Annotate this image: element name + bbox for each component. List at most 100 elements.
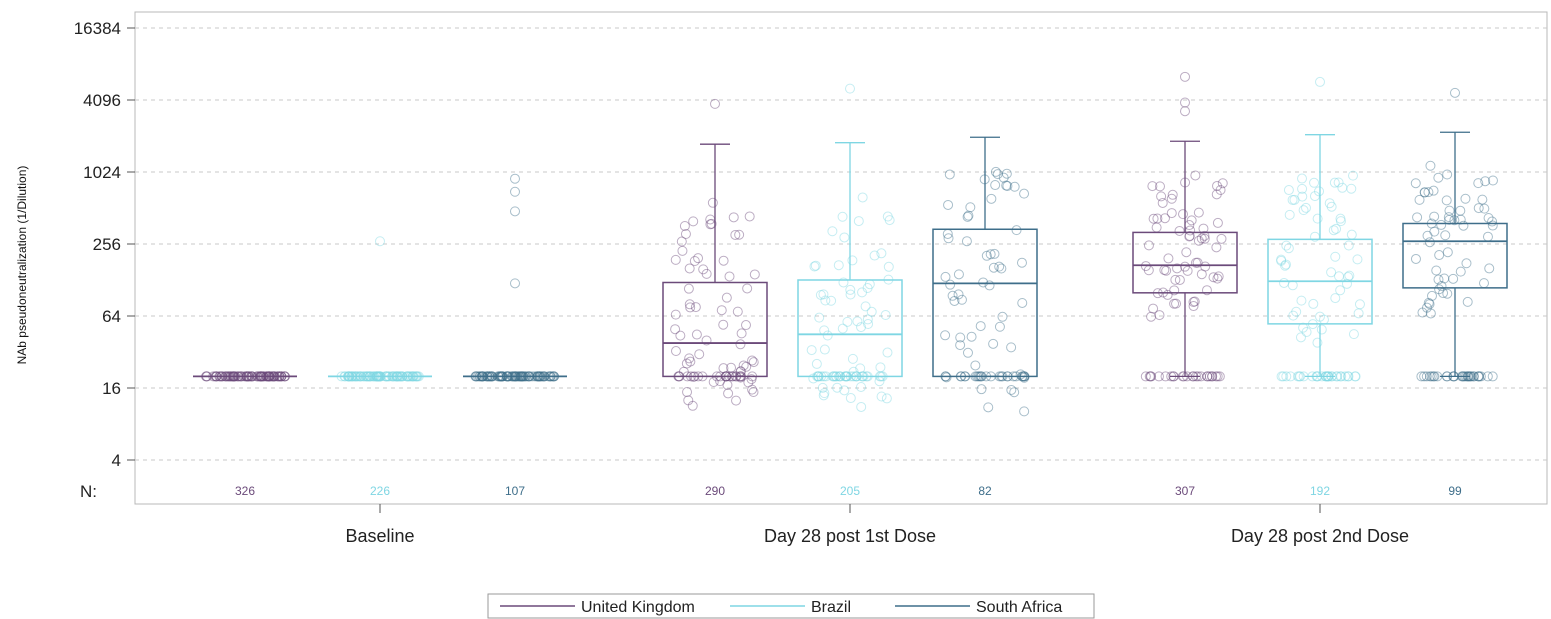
- data-point: [1442, 247, 1453, 258]
- data-point: [1429, 226, 1440, 237]
- data-point: [1295, 332, 1306, 343]
- data-point: [1276, 255, 1287, 266]
- box-plots: [193, 131, 1508, 378]
- data-point: [1145, 371, 1156, 382]
- data-point: [1335, 371, 1346, 382]
- outlier-point: [1180, 71, 1190, 82]
- data-point: [734, 229, 745, 240]
- data-point: [701, 268, 712, 279]
- data-point: [1297, 191, 1308, 202]
- data-point: [1154, 181, 1165, 192]
- data-point: [1336, 371, 1347, 382]
- data-point: [670, 346, 681, 357]
- data-point: [855, 363, 866, 374]
- data-point: [1019, 406, 1030, 417]
- n-count: 326: [235, 484, 255, 498]
- outlier-point: [710, 98, 720, 109]
- data-point: [961, 236, 972, 247]
- data-point: [943, 233, 954, 244]
- data-point: [1152, 213, 1163, 224]
- data-point: [1425, 308, 1436, 319]
- data-point: [1201, 285, 1212, 296]
- data-point: [975, 321, 986, 332]
- data-point: [1283, 185, 1294, 196]
- data-point: [1419, 371, 1430, 382]
- data-point: [1410, 253, 1421, 264]
- data-point: [1291, 306, 1302, 317]
- data-point: [736, 328, 747, 339]
- data-point: [839, 232, 850, 243]
- data-point: [1288, 310, 1299, 321]
- data-point: [966, 331, 977, 342]
- legend-label: South Africa: [976, 599, 1062, 616]
- data-point: [691, 329, 702, 340]
- data-point: [735, 372, 746, 383]
- plot-frame: [134, 11, 1548, 505]
- data-point: [1204, 371, 1215, 382]
- data-point: [726, 362, 737, 373]
- data-point: [949, 295, 960, 306]
- data-point: [1412, 212, 1423, 223]
- data-point: [1193, 207, 1204, 218]
- box: [932, 228, 1038, 378]
- data-point: [852, 316, 863, 327]
- data-point: [1189, 296, 1200, 307]
- data-point: [1330, 251, 1341, 262]
- data-point: [742, 283, 753, 294]
- data-point: [748, 386, 759, 397]
- data-point: [1159, 213, 1170, 224]
- data-point: [1434, 250, 1445, 261]
- data-point: [748, 357, 759, 368]
- data-point: [845, 284, 856, 295]
- data-point: [1214, 371, 1225, 382]
- data-point: [956, 294, 967, 305]
- box: [1132, 231, 1238, 294]
- data-point: [1343, 240, 1354, 251]
- data-point: [718, 363, 729, 374]
- y-axis-label: NAb pseudoneutralization (1/Dilution): [15, 166, 29, 365]
- data-point: [1326, 201, 1337, 212]
- data-point: [1442, 169, 1453, 180]
- data-point: [1216, 233, 1227, 244]
- data-point: [837, 323, 848, 334]
- data-point: [1193, 235, 1204, 246]
- data-point: [743, 377, 754, 388]
- data-point: [1169, 298, 1180, 309]
- data-point: [1312, 337, 1323, 348]
- data-point: [1429, 371, 1440, 382]
- data-point: [1335, 216, 1346, 227]
- data-point: [955, 340, 966, 351]
- data-point: [684, 263, 695, 274]
- data-point: [970, 360, 981, 371]
- data-point: [1190, 170, 1201, 181]
- data-point: [1442, 288, 1453, 299]
- data-point: [985, 249, 996, 260]
- data-point: [1210, 371, 1221, 382]
- data-point: [1212, 180, 1223, 191]
- data-point: [740, 320, 751, 331]
- data-point: [728, 212, 739, 223]
- data-point: [808, 373, 819, 384]
- data-point: [1169, 285, 1180, 296]
- data-point: [815, 289, 826, 300]
- data-point: [1478, 278, 1489, 289]
- y-tick-label: 4096: [83, 91, 121, 110]
- data-point: [1295, 371, 1306, 382]
- data-point: [744, 211, 755, 222]
- data-point: [1460, 193, 1471, 204]
- data-point: [1166, 193, 1177, 204]
- n-count: 290: [705, 484, 725, 498]
- data-point: [1352, 254, 1363, 265]
- data-point: [683, 283, 694, 294]
- data-point: [1009, 181, 1020, 192]
- data-point: [1424, 237, 1435, 248]
- data-point: [1148, 303, 1159, 314]
- data-point: [880, 310, 891, 321]
- data-point: [998, 172, 1009, 183]
- data-point: [1146, 311, 1157, 322]
- data-point: [976, 384, 987, 395]
- data-point: [1009, 387, 1020, 398]
- data-point: [988, 262, 999, 273]
- data-point: [1144, 371, 1155, 382]
- data-point: [1344, 270, 1355, 281]
